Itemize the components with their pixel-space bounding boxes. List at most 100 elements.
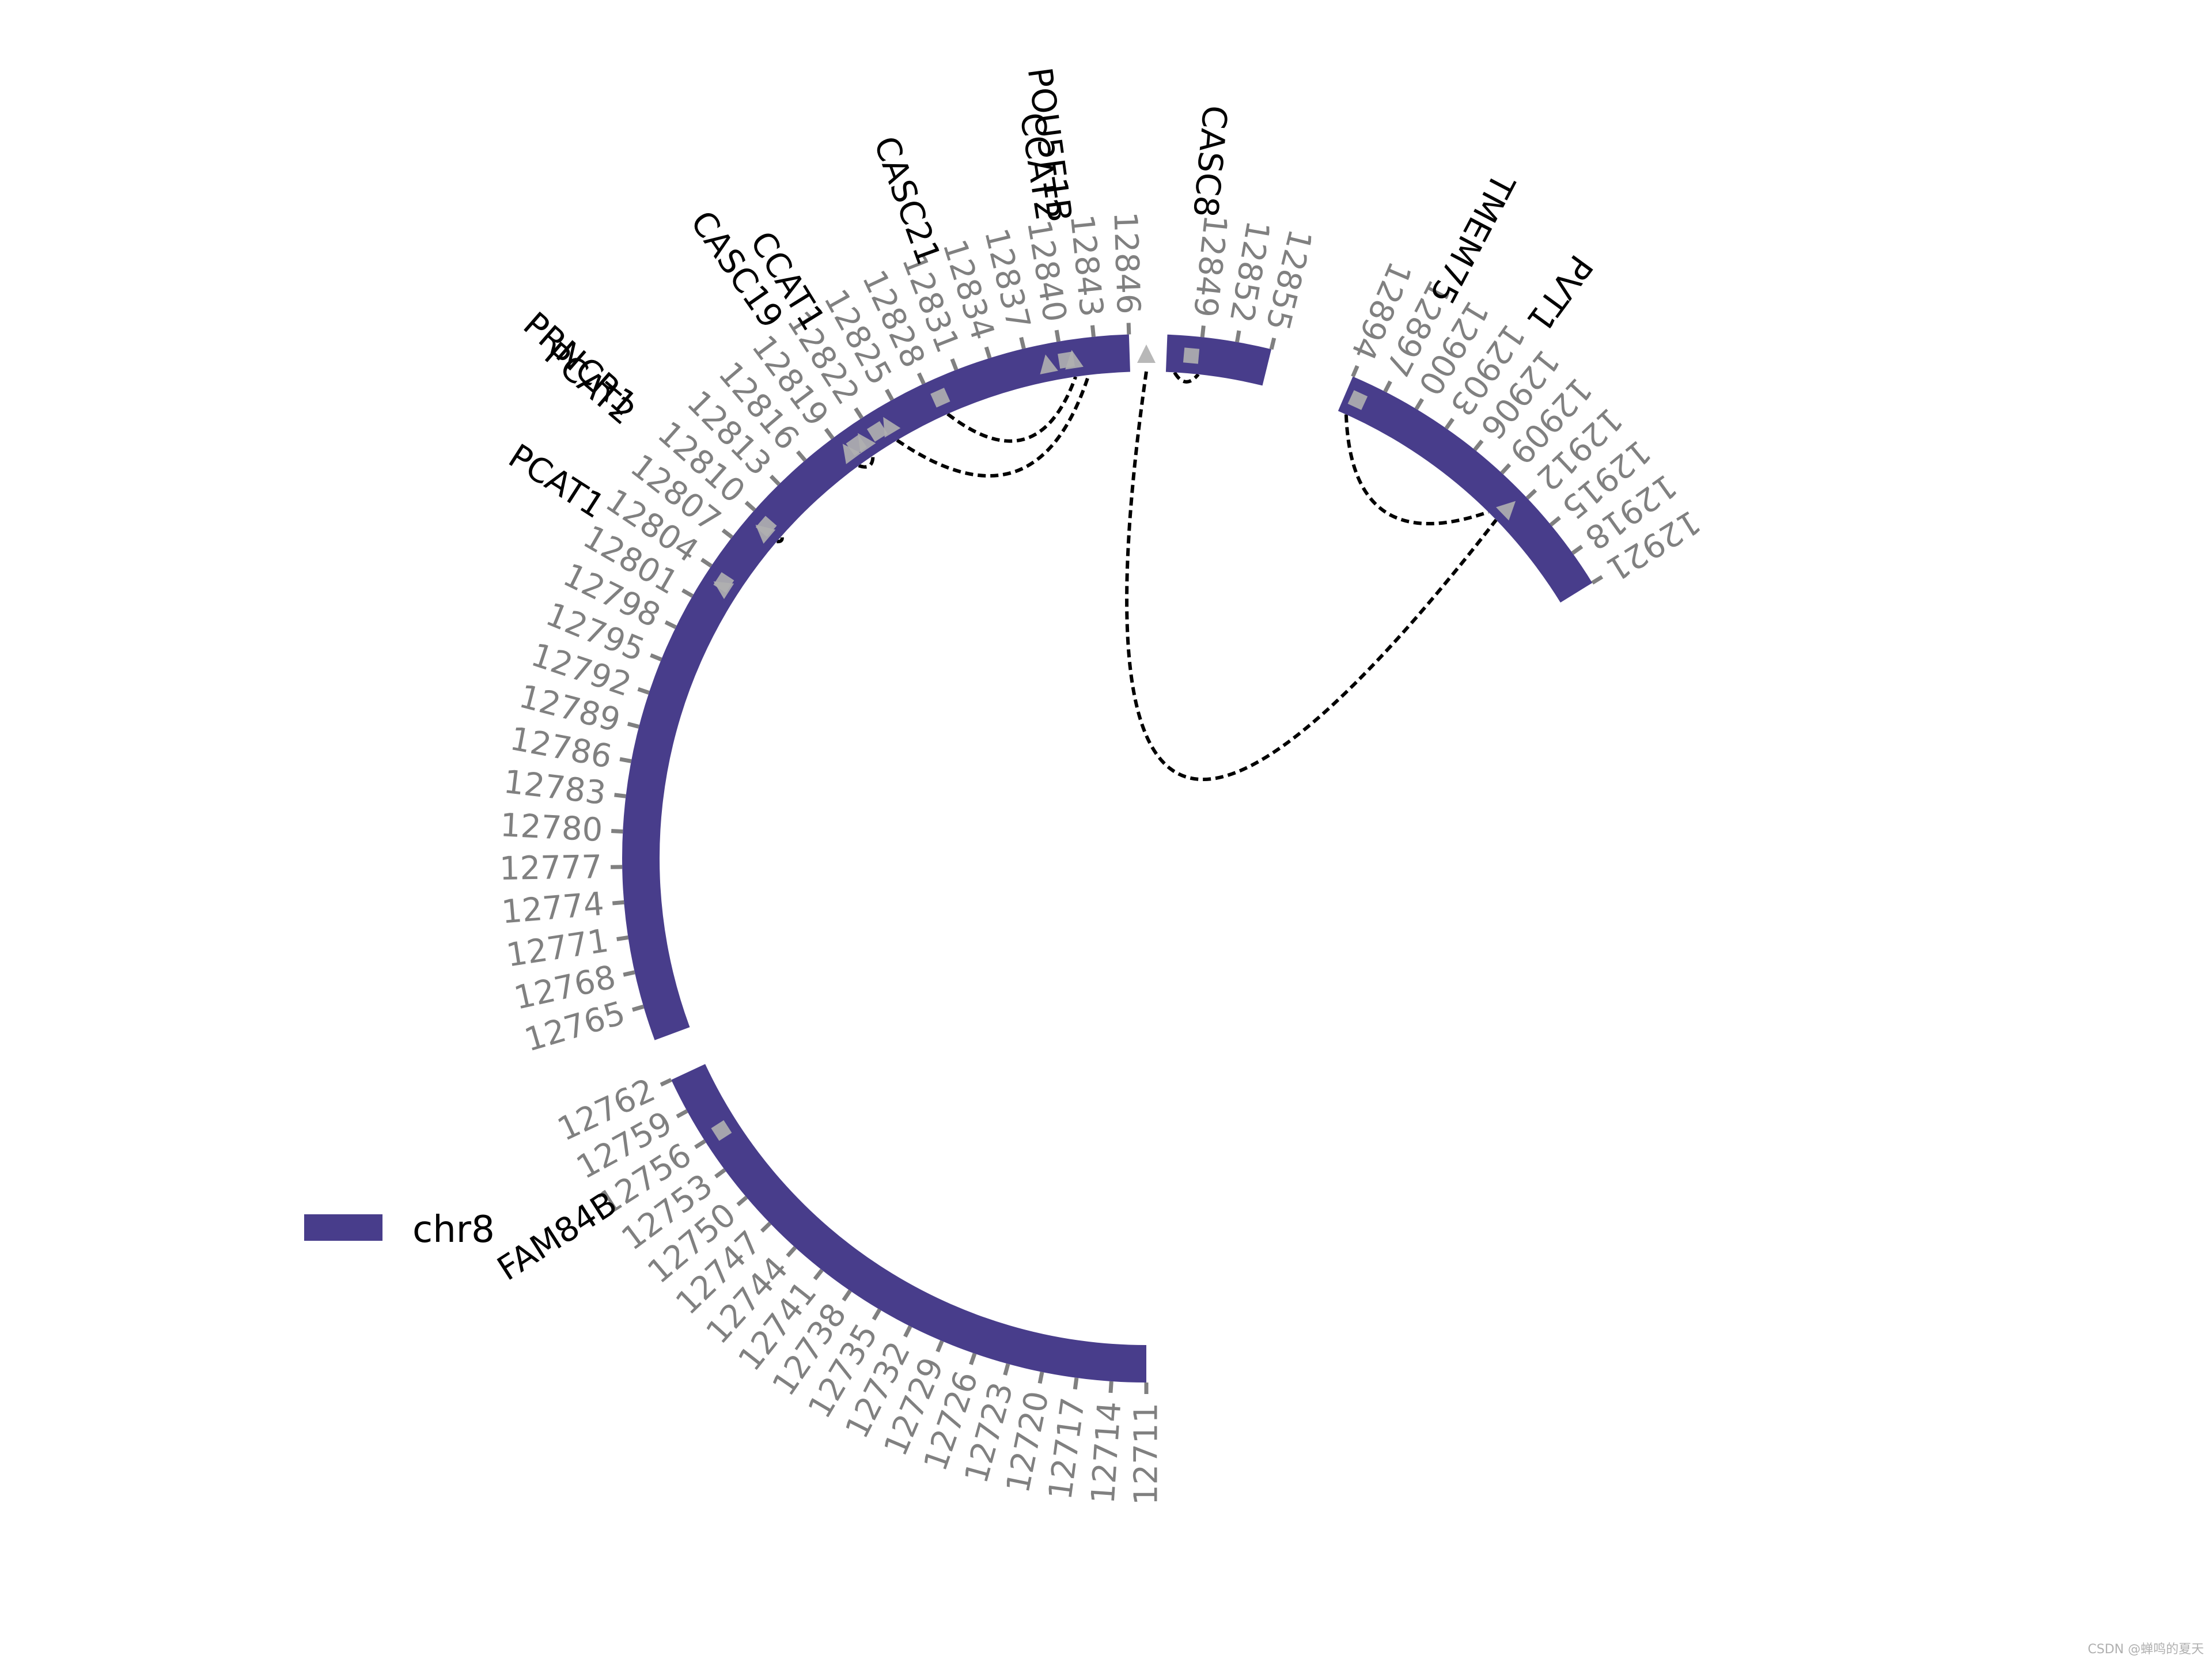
tick-mark [1473,440,1484,451]
tick-mark [796,450,807,462]
triangle-marker [1065,350,1084,370]
track-segment-3 [1165,334,1272,386]
link-line [946,376,1078,443]
chromosome-track [622,334,1593,1382]
tick-mark [1019,336,1026,350]
tick-mark [694,1139,706,1149]
tick-mark [676,1109,688,1119]
tick-mark [1126,323,1131,335]
tick-mark [616,935,628,941]
tick-mark [1037,1372,1044,1384]
tick-mark [714,1168,726,1179]
tick-mark [660,1078,672,1087]
tick-mark [760,1221,772,1233]
gene-label: CASC8 [1185,104,1234,219]
tick-mark [1090,325,1096,337]
tick-mark [1003,1363,1010,1376]
tick-label: 12774 [500,885,605,931]
tick-mark [614,793,626,798]
tick-mark [1351,365,1359,377]
tick-mark [721,528,733,539]
triangle-marker [1137,344,1156,363]
triangle-marker [842,444,861,464]
tick-mark [842,1289,852,1302]
triangle-marker [1040,354,1058,374]
square-marker [1183,347,1200,364]
tick-mark [1054,329,1061,342]
tick-mark [885,388,894,401]
links-layer [777,371,1498,781]
tick-label: 12777 [499,849,602,888]
tick-mark [950,358,959,371]
legend-swatch [304,1214,382,1241]
tick-mark [1383,380,1392,393]
tick-mark [736,1195,748,1207]
tick-mark [631,1005,645,1012]
square-marker [1347,390,1368,410]
link-line [1125,371,1498,781]
link-line [896,374,1090,478]
tick-mark [854,407,864,419]
square-marker [713,572,734,593]
tick-mark [1549,516,1561,527]
tick-label: 12780 [499,806,604,849]
square-marker [755,516,777,537]
gene-label: CASC21 [866,131,949,270]
tick-mark [935,1340,944,1353]
gene-label: TMEM75 [1422,166,1522,310]
tick-mark [813,1268,824,1281]
tick-mark [824,427,835,440]
tick-mark [969,1353,977,1365]
tick-mark [637,687,650,695]
watermark: CSDN @蝉鸣的夏天 [2088,1642,2204,1657]
link-line [777,535,784,544]
tick-mark [769,475,781,486]
gene-label: PCAT1 [502,436,612,526]
tick-mark [700,558,713,568]
legend-label: chr8 [412,1209,495,1251]
tick-mark [1235,330,1241,343]
square-marker [866,421,888,442]
tick-mark [872,1308,881,1321]
gene-label: PVT1 [1519,248,1601,339]
ticks-layer: 1271112714127171272012723127261272912732… [499,211,1706,1505]
link-line [858,455,875,469]
track-segment-1 [671,1064,1146,1382]
tick-mark [619,757,632,763]
tick-label: 12846 [1106,211,1147,315]
tick-mark [1591,575,1604,585]
tick-mark [1073,1377,1079,1390]
gene-label: FAM84B [490,1183,623,1288]
square-marker [711,1120,732,1141]
tick-mark [1414,398,1424,410]
tick-mark [1444,418,1455,430]
tick-mark [1269,338,1277,350]
tick-mark [984,346,992,359]
tick-mark [612,900,624,906]
tick-label: 12711 [1128,1403,1165,1505]
tick-mark [903,1325,912,1338]
square-marker [930,388,950,408]
tick-mark [627,722,640,729]
tick-mark [1571,544,1584,555]
tick-label: 12714 [1085,1400,1129,1505]
tick-mark [1500,463,1512,475]
tick-mark [664,620,677,629]
triangle-marker [1495,501,1516,521]
triangle-marker [883,416,901,438]
tick-mark [1200,325,1206,338]
tick-mark [916,372,926,385]
tick-mark [1525,488,1537,500]
tick-mark [650,653,662,662]
tick-mark [623,970,635,977]
tick-mark [744,501,756,512]
link-line [1173,371,1200,384]
triangle-marker [858,433,876,454]
link-line [1344,414,1489,526]
tick-mark [786,1246,797,1257]
track-segment-4 [1338,376,1593,603]
markers-layer [711,344,1516,1141]
tick-mark [681,588,694,598]
legend: chr8 [304,1209,495,1251]
